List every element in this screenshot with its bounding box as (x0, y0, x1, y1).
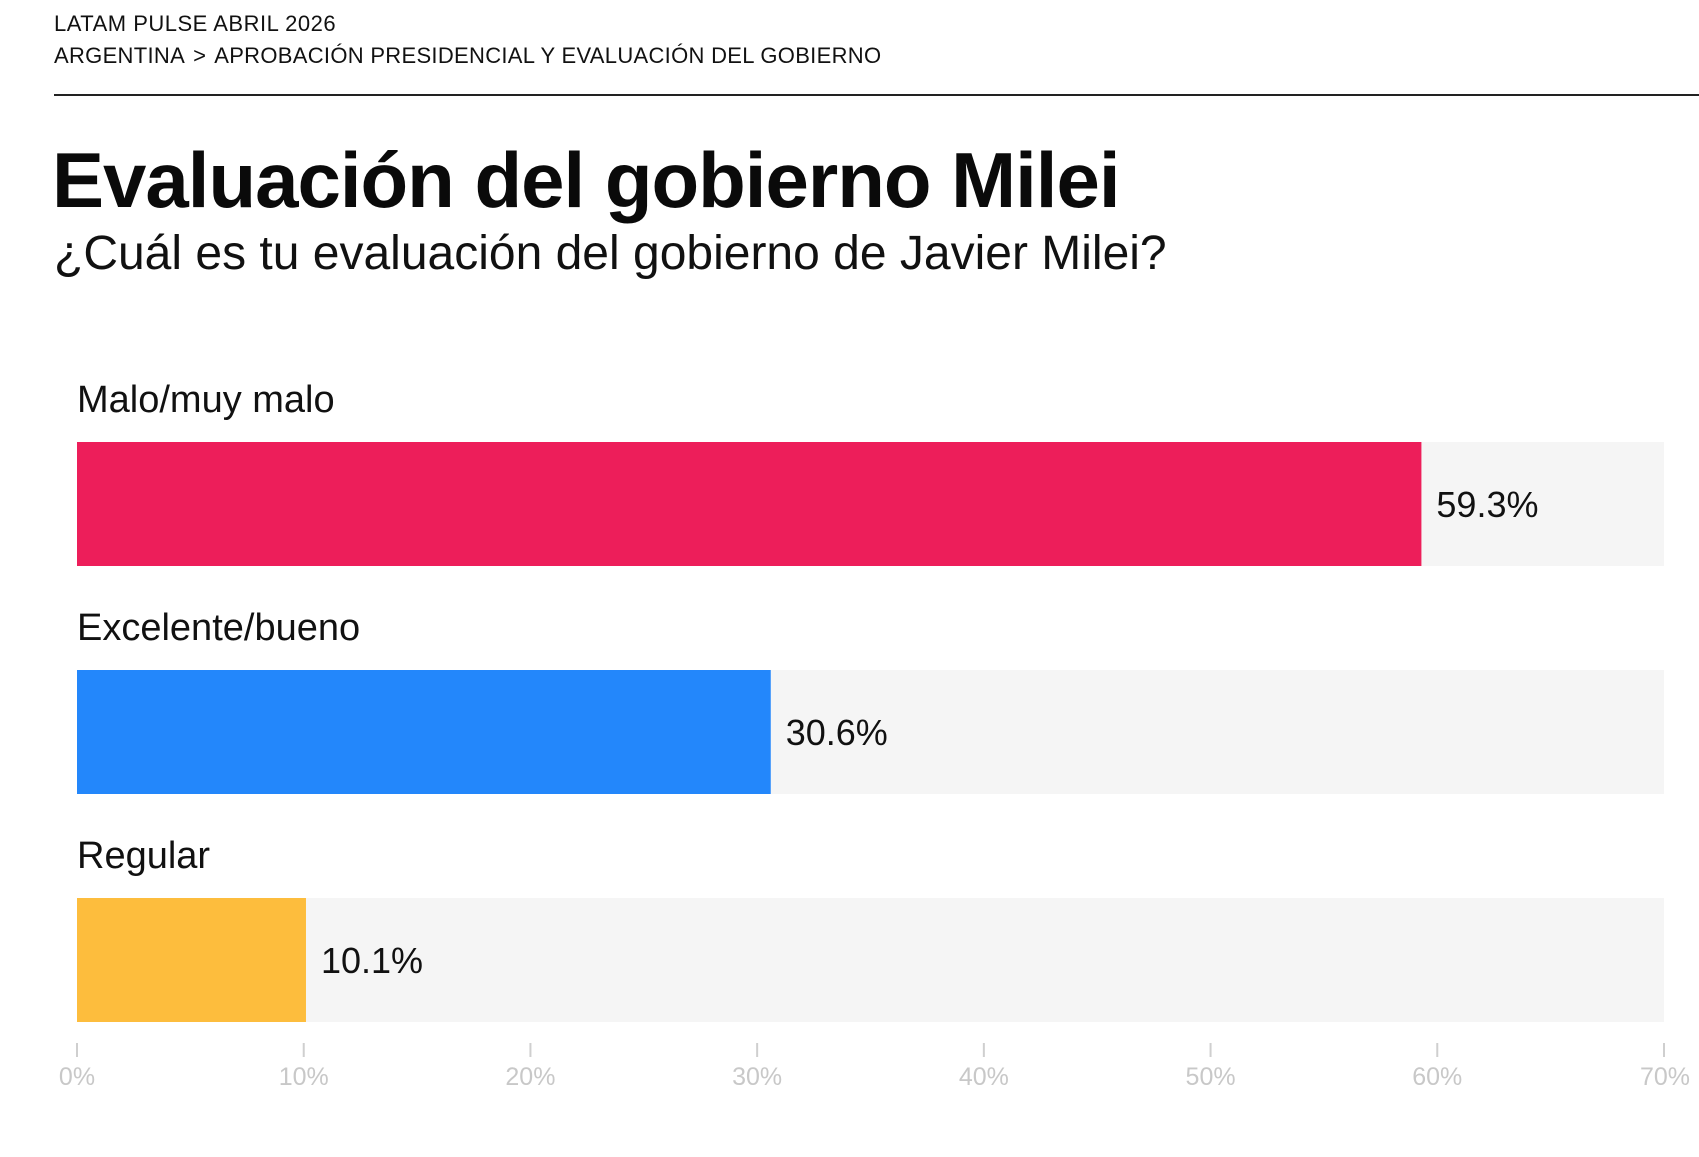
x-tick-label-0: 0% (59, 1063, 95, 1091)
bar-malo-muy-malo[interactable] (77, 442, 1422, 566)
breadcrumb-separator: > (193, 43, 207, 68)
chart-title: Evaluación del gobierno Milei (52, 136, 1121, 224)
header-divider (54, 94, 1699, 96)
x-tick-label-70: 70% (1640, 1063, 1690, 1091)
category-label-excelente-bueno: Excelente/bueno (77, 607, 360, 649)
value-label-malo-muy-malo: 59.3% (1436, 484, 1538, 525)
x-tick-label-60: 60% (1412, 1063, 1462, 1091)
breadcrumb-section[interactable]: APROBACIÓN PRESIDENCIAL Y EVALUACIÓN DEL… (214, 43, 882, 68)
chart-subtitle: ¿Cuál es tu evaluación del gobierno de J… (54, 227, 1167, 280)
x-tick-label-30: 30% (732, 1063, 782, 1091)
bar-excelente-bueno[interactable] (77, 670, 771, 794)
report-eyebrow: LATAM PULSE ABRIL 2026 (54, 11, 337, 36)
x-tick-label-40: 40% (959, 1063, 1009, 1091)
value-label-excelente-bueno: 30.6% (786, 712, 888, 753)
x-tick-label-50: 50% (1186, 1063, 1236, 1091)
x-tick-label-20: 20% (505, 1063, 555, 1091)
bar-track-regular (77, 898, 1664, 1022)
bar-regular[interactable] (77, 898, 306, 1022)
value-label-regular: 10.1% (321, 940, 423, 981)
category-label-regular: Regular (77, 835, 210, 877)
header: LATAM PULSE ABRIL 2026 ARGENTINA > APROBAC… (54, 8, 1699, 72)
breadcrumb: ARGENTINA > APROBACIÓN PRESIDENCIAL Y EVAL… (54, 40, 1699, 72)
breadcrumb-country[interactable]: ARGENTINA (54, 43, 186, 68)
category-label-malo-muy-malo: Malo/muy malo (77, 379, 335, 421)
x-tick-label-10: 10% (279, 1063, 329, 1091)
